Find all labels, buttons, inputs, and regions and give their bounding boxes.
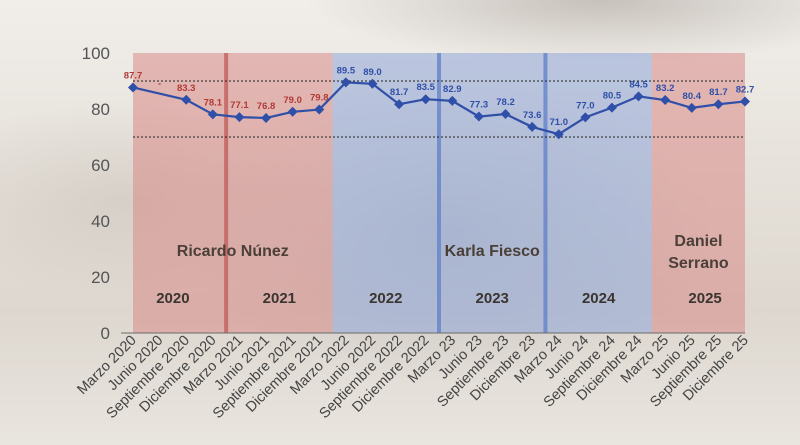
data-label: 77.3: [470, 100, 489, 111]
data-label: 81.7: [390, 87, 409, 98]
year-label: 2024: [582, 290, 616, 307]
data-point: [394, 99, 405, 110]
series: [128, 77, 750, 140]
y-tick-label: 80: [91, 100, 110, 119]
data-point: [686, 102, 697, 113]
data-point: [287, 106, 298, 117]
period-name-2: Daniel Serrano: [668, 233, 729, 272]
data-point: [740, 96, 750, 107]
period-band-0: [133, 53, 333, 333]
data-label: 89.0: [363, 67, 382, 78]
period-bands: [133, 53, 745, 333]
y-tick-label: 0: [101, 324, 110, 343]
data-point: [500, 109, 511, 120]
data-point: [473, 111, 484, 122]
data-label: 82.7: [736, 84, 755, 95]
data-point: [367, 78, 378, 89]
data-label: 83.5: [416, 82, 435, 93]
data-point: [181, 94, 192, 105]
year-label: 2022: [369, 290, 402, 307]
data-point: [633, 91, 644, 102]
data-label: 78.1: [204, 97, 223, 108]
axes: 0 20 40 60 80 100: [82, 44, 745, 343]
data-label: 83.3: [177, 83, 196, 94]
data-label: 81.7: [709, 87, 728, 98]
data-label: 87.7: [124, 70, 143, 81]
period-names: Ricardo Núnez Karla Fiesco Daniel Serrano: [177, 233, 729, 272]
y-tick-label: 20: [91, 268, 110, 287]
data-label: 77.0: [576, 100, 595, 111]
data-label: 73.6: [523, 110, 542, 121]
data-label: 71.0: [549, 117, 568, 128]
year-divider-0: [224, 53, 229, 333]
period-band-1: [332, 53, 652, 333]
year-label: 2020: [156, 290, 189, 307]
data-point: [606, 102, 617, 113]
year-labels: 2020 2021 2022 2023 2024 2025: [156, 290, 722, 307]
data-label: 79.0: [283, 95, 302, 106]
period-name-0: Ricardo Núnez: [177, 243, 289, 260]
year-label: 2025: [688, 290, 721, 307]
data-label: 82.9: [443, 84, 462, 95]
y-tick-label: 100: [82, 44, 110, 63]
period-name-1: Karla Fiesco: [445, 243, 540, 260]
data-point: [660, 95, 671, 106]
reference-lines: [133, 80, 745, 138]
data-label: 77.1: [230, 100, 249, 111]
year-label: 2021: [263, 290, 296, 307]
data-point: [580, 112, 591, 123]
data-point: [261, 112, 272, 123]
data-label: 84.5: [629, 79, 648, 90]
data-point: [128, 82, 138, 93]
data-point: [207, 109, 218, 120]
data-point: [340, 77, 351, 88]
data-label: 80.4: [683, 91, 702, 102]
data-point: [420, 94, 431, 105]
data-point: [553, 129, 564, 140]
data-label: 78.2: [496, 97, 515, 108]
data-point: [447, 95, 458, 106]
data-point: [234, 112, 245, 123]
data-label: 83.2: [656, 83, 675, 94]
data-point: [527, 121, 538, 132]
data-point: [314, 104, 325, 115]
data-label: 76.8: [257, 101, 276, 112]
year-divider-1: [437, 53, 441, 333]
data-point: [713, 99, 724, 110]
data-label: 89.5: [337, 65, 356, 76]
data-label: 80.5: [603, 91, 622, 102]
data-label: 79.8: [310, 93, 329, 104]
year-dividers: [224, 53, 548, 333]
year-label: 2023: [476, 290, 509, 307]
y-tick-label: 60: [91, 156, 110, 175]
y-tick-label: 40: [91, 212, 110, 231]
data-label: -: [158, 79, 161, 90]
data-labels: 87.7 - 83.3 78.1 77.1 76.8 79.0 79.8 89.5 89.0 81.…: [124, 65, 755, 128]
year-divider-2: [543, 53, 548, 333]
